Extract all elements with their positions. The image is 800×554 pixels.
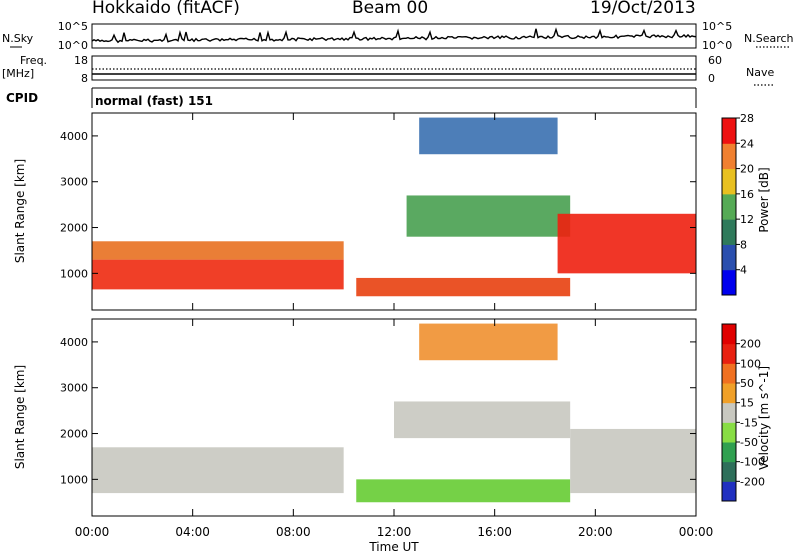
colorbar-swatch xyxy=(722,324,736,345)
colorbar-swatch xyxy=(722,244,736,271)
nsearch-label: N.Search xyxy=(744,32,794,45)
y-tick-label: 1000 xyxy=(60,267,88,280)
beam-title: Beam 00 xyxy=(352,0,429,18)
region-high-range-arc xyxy=(419,117,558,155)
power-axes: 1000 2000 3000 4000 xyxy=(60,113,697,310)
frequency-panel: Freq. [MHz] 18 8 60 0 Nave xyxy=(2,54,774,86)
y-tick-label: 2000 xyxy=(60,222,88,235)
power-panel: 1000 2000 3000 4000 Slant Range [km] 4 8 12 16… xyxy=(13,112,771,311)
colorbar-swatch xyxy=(722,461,736,482)
velocity-colorbar: 200 100 50 15 -15 -50 -100 -200 xyxy=(721,323,765,502)
x-tick-label: 00:00 xyxy=(679,525,714,539)
x-tick-label: 12:00 xyxy=(377,525,412,539)
noise-panel: N.Sky 10^5 10^0 10^5 10^0 N.Search xyxy=(2,20,794,52)
velocity-ylabel: Slant Range [km] xyxy=(13,365,27,469)
noise-tick-left-bottom: 10^0 xyxy=(58,39,88,52)
colorbar-tick-label: 12 xyxy=(740,213,754,226)
noise-tick-left-top: 10^5 xyxy=(58,20,88,33)
region-midday-low-band xyxy=(356,277,571,297)
power-ylabel: Slant Range [km] xyxy=(13,159,27,263)
colorbar-tick-label: 100 xyxy=(740,357,761,370)
y-tick-label: 3000 xyxy=(60,382,88,395)
colorbar-tick-label: -50 xyxy=(740,436,758,449)
region-dusk-band xyxy=(570,428,696,494)
colorbar-swatch xyxy=(722,143,736,170)
colorbar-swatch xyxy=(722,219,736,245)
region-dawn-low-band xyxy=(92,259,344,290)
colorbar-swatch xyxy=(722,422,736,443)
colorbar-tick-label: 28 xyxy=(740,112,754,125)
cpid-panel: CPID normal (fast) 151 xyxy=(6,87,697,108)
colorbar-tick-label: 50 xyxy=(740,377,754,390)
freq-unit-label: [MHz] xyxy=(2,67,34,80)
y-tick-label: 2000 xyxy=(60,428,88,441)
y-tick-label: 1000 xyxy=(60,473,88,486)
colorbar-tick-label: 16 xyxy=(740,188,754,201)
region-dusk-band xyxy=(557,213,696,274)
y-tick-label: 4000 xyxy=(60,130,88,143)
velocity-panel: 1000 2000 3000 4000 Slant Range [km] 200 100… xyxy=(13,318,771,517)
x-tick-label: 20:00 xyxy=(578,525,613,539)
x-tick-label: 04:00 xyxy=(175,525,210,539)
colorbar-tick-label: 24 xyxy=(740,137,754,150)
region-dawn-band xyxy=(92,447,344,494)
noise-tick-right-bottom: 10^0 xyxy=(702,39,732,52)
region-midday-upper-arc xyxy=(406,195,571,237)
x-axis-label: Time UT xyxy=(368,540,419,554)
colorbar-tick-label: 4 xyxy=(740,264,747,277)
velocity-heatmap xyxy=(92,323,696,503)
colorbar-swatch xyxy=(722,402,736,423)
colorbar-swatch xyxy=(722,363,736,384)
site-title: Hokkaido (fitACF) xyxy=(92,0,240,18)
colorbar-swatch xyxy=(722,481,736,502)
nsky-label: N.Sky xyxy=(2,32,34,45)
nave-tick-top: 60 xyxy=(708,54,722,67)
y-tick-label: 4000 xyxy=(60,336,88,349)
freq-tick-top: 18 xyxy=(74,54,88,67)
colorbar-swatch xyxy=(722,343,736,364)
y-tick-label: 3000 xyxy=(60,176,88,189)
region-high-range-arc xyxy=(419,323,558,361)
region-midday-low-band xyxy=(356,479,571,503)
colorbar-tick-label: -200 xyxy=(740,475,765,488)
nave-tick-bottom: 0 xyxy=(708,72,715,85)
x-tick-label: 16:00 xyxy=(477,525,512,539)
region-midday-upper-arc xyxy=(394,401,571,439)
colorbar-tick-label: -15 xyxy=(740,416,758,429)
colorbar-tick-label: 200 xyxy=(740,338,761,351)
colorbar-tick-label: 8 xyxy=(740,238,747,251)
colorbar-swatch xyxy=(722,168,736,195)
nave-label: Nave xyxy=(746,66,774,79)
colorbar-tick-label: 15 xyxy=(740,397,754,410)
noise-tick-right-top: 10^5 xyxy=(702,20,732,33)
power-heatmap xyxy=(92,117,696,297)
date-title: 19/Oct/2013 xyxy=(590,0,696,18)
colorbar-swatch xyxy=(722,193,736,220)
colorbar-tick-label: 20 xyxy=(740,163,754,176)
velocity-axes: 1000 2000 3000 4000 xyxy=(60,319,697,516)
power-colorbar: 4 8 12 16 20 24 28 xyxy=(721,112,754,296)
freq-tick-bottom: 8 xyxy=(81,72,88,85)
x-tick-label: 00:00 xyxy=(75,525,110,539)
cpid-label: CPID xyxy=(6,91,38,105)
colorbar-swatch xyxy=(722,383,736,404)
velocity-colorbar-label: Velocity [m s^-1] xyxy=(757,366,771,470)
region-dawn-upper-band xyxy=(92,241,344,260)
colorbar-swatch xyxy=(722,442,736,463)
noise-trace xyxy=(91,27,697,44)
cpid-value: normal (fast) 151 xyxy=(95,94,213,108)
power-colorbar-label: Power [dB] xyxy=(757,167,771,232)
colorbar-swatch xyxy=(722,269,736,296)
colorbar-swatch xyxy=(722,118,736,144)
x-axis-tick-labels: 00:00 04:00 08:00 12:00 16:00 20:00 00:00 xyxy=(75,525,714,539)
colorbar-tick-label: -100 xyxy=(740,456,765,469)
x-tick-label: 08:00 xyxy=(276,525,311,539)
freq-label: Freq. xyxy=(20,54,47,67)
